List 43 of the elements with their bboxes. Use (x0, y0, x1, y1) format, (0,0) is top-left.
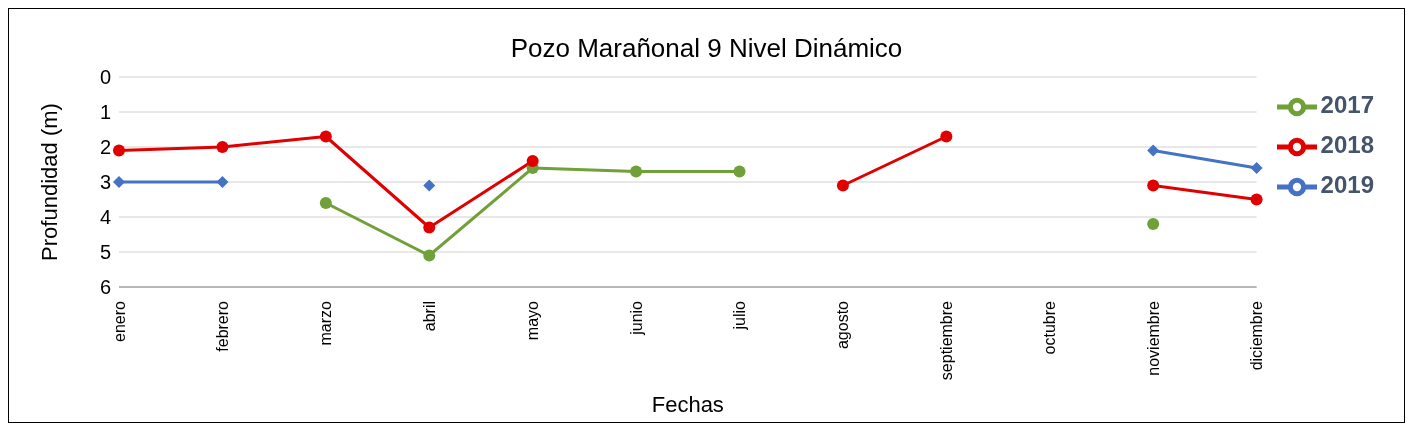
y-tick-label: 5 (99, 241, 111, 264)
y-tick-label: 6 (99, 276, 111, 299)
x-tick-label: julio (731, 300, 749, 331)
y-axis-title: Profundidad (m) (36, 103, 62, 261)
legend-label: 2017 (1320, 91, 1374, 119)
y-tick-label: 4 (99, 206, 111, 229)
point (526, 155, 539, 167)
point (836, 179, 849, 192)
point (1250, 162, 1263, 174)
point (216, 176, 229, 188)
point (1147, 144, 1160, 157)
point (423, 179, 436, 192)
x-tick-label: febrero (213, 300, 231, 352)
point (1147, 179, 1160, 192)
chart-title: Pozo Marañonal 9 Nivel Dinámico (509, 33, 904, 65)
y-tick-label: 2 (99, 136, 111, 159)
y-tick-label: 3 (99, 171, 111, 194)
x-tick-label: octubre (1041, 300, 1059, 355)
point (1250, 193, 1263, 206)
x-tick-label: abril (420, 301, 438, 332)
point (733, 165, 746, 178)
point (940, 130, 953, 143)
x-axis-title: Fechas (651, 392, 724, 417)
point (319, 197, 332, 209)
point (630, 165, 643, 178)
x-tick-label: diciembre (1248, 300, 1266, 371)
legend-label: 2019 (1320, 171, 1374, 199)
point (216, 141, 229, 153)
point (1147, 218, 1160, 230)
x-tick-label: enero (110, 300, 128, 342)
point (113, 144, 125, 157)
y-tick-label: 1 (99, 101, 111, 124)
x-tick-label: junio (627, 300, 645, 336)
x-tick-label: mayo (524, 300, 542, 341)
legend-label: 2018 (1320, 131, 1374, 159)
x-tick-label: marzo (317, 300, 335, 346)
point (423, 249, 436, 262)
y-tick-label: 0 (99, 66, 111, 89)
x-tick-label: noviembre (1144, 300, 1162, 376)
point (319, 130, 332, 143)
x-tick-label: agosto (834, 300, 852, 350)
point (113, 176, 125, 188)
x-tick-label: septiembre (937, 300, 955, 381)
